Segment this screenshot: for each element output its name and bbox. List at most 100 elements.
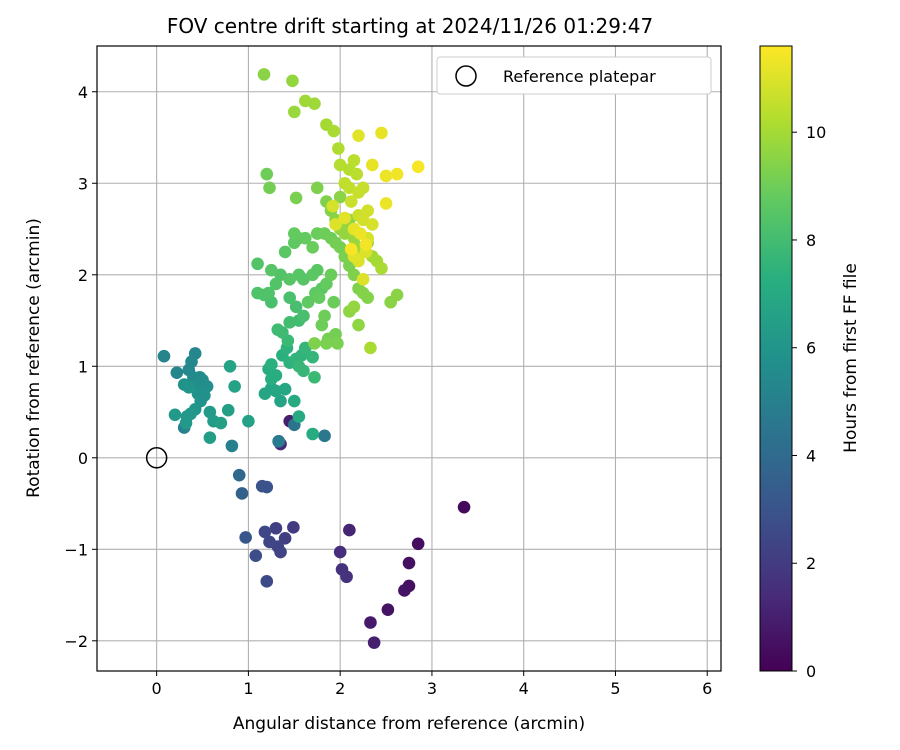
y-tick-label: 3 bbox=[78, 174, 88, 193]
data-point bbox=[347, 154, 361, 167]
colorbar-ticks: 0 2 4 6 8 10 bbox=[792, 123, 826, 681]
data-point bbox=[306, 350, 319, 364]
data-point bbox=[333, 545, 347, 559]
data-point bbox=[292, 410, 306, 423]
data-point bbox=[310, 181, 324, 195]
data-point bbox=[411, 160, 425, 174]
data-point bbox=[287, 521, 300, 534]
colorbar-tick-label: 4 bbox=[806, 446, 816, 465]
data-point bbox=[365, 158, 379, 172]
x-tick-label: 5 bbox=[610, 679, 620, 698]
data-point bbox=[228, 380, 241, 393]
data-point bbox=[381, 603, 395, 616]
data-point bbox=[272, 435, 285, 448]
data-point bbox=[318, 429, 331, 443]
data-point bbox=[297, 309, 310, 323]
data-point bbox=[269, 521, 283, 535]
data-point bbox=[327, 295, 341, 309]
legend-entry-reference: Reference platepar bbox=[503, 67, 656, 86]
data-point bbox=[320, 337, 333, 350]
y-tick-label: 2 bbox=[78, 266, 88, 285]
x-tick-label: 6 bbox=[702, 679, 712, 698]
data-point bbox=[324, 268, 338, 282]
y-axis-label: Rotation from reference (arcmin) bbox=[24, 218, 44, 498]
data-point bbox=[333, 190, 347, 204]
data-point bbox=[170, 366, 184, 379]
data-point bbox=[361, 204, 375, 218]
data-point bbox=[315, 318, 329, 332]
y-tick-label: 0 bbox=[78, 449, 88, 468]
data-point bbox=[310, 263, 324, 277]
data-point bbox=[306, 241, 319, 254]
y-tick-label: 1 bbox=[78, 357, 88, 376]
data-point bbox=[312, 291, 326, 304]
data-point bbox=[364, 341, 377, 355]
y-tick-label: 4 bbox=[78, 83, 88, 102]
colorbar-tick-label: 10 bbox=[806, 123, 826, 142]
data-point bbox=[235, 487, 249, 500]
reference-marker bbox=[145, 447, 168, 469]
x-tick-label: 3 bbox=[427, 679, 437, 698]
data-point bbox=[287, 105, 301, 119]
data-point bbox=[287, 394, 301, 408]
plot-frame bbox=[96, 45, 722, 672]
data-point bbox=[457, 500, 471, 514]
data-point bbox=[263, 535, 276, 549]
colorbar-tick-label: 6 bbox=[806, 339, 816, 358]
colorbar-tick-label: 8 bbox=[806, 231, 816, 250]
data-point bbox=[331, 337, 344, 350]
y-axis-ticks: −2 −1 0 1 2 3 4 bbox=[64, 83, 97, 651]
data-point bbox=[301, 295, 315, 309]
data-point bbox=[262, 286, 275, 300]
data-point bbox=[367, 636, 381, 649]
data-point bbox=[338, 211, 352, 225]
legend: Reference platepar bbox=[436, 56, 712, 95]
data-point bbox=[283, 291, 297, 304]
data-point bbox=[365, 218, 379, 231]
data-point bbox=[182, 381, 196, 394]
colorbar: 0 2 4 6 8 10 Hours from first FF file bbox=[759, 45, 861, 681]
data-point bbox=[375, 126, 388, 140]
data-point bbox=[332, 142, 345, 155]
data-point bbox=[347, 300, 361, 314]
data-point bbox=[214, 416, 228, 430]
colorbar-label: Hours from first FF file bbox=[841, 263, 861, 453]
data-point bbox=[379, 197, 393, 210]
data-point bbox=[344, 242, 358, 256]
data-point bbox=[289, 300, 303, 314]
legend-box bbox=[436, 56, 712, 95]
x-axis-ticks: 0 1 2 3 4 5 6 bbox=[152, 671, 712, 698]
data-point bbox=[327, 124, 341, 138]
data-point bbox=[364, 616, 377, 629]
data-point bbox=[260, 167, 274, 181]
data-point bbox=[260, 575, 274, 588]
data-point bbox=[249, 549, 263, 562]
data-point bbox=[225, 439, 239, 453]
data-point bbox=[251, 286, 264, 300]
data-point bbox=[278, 382, 292, 396]
data-points bbox=[157, 68, 471, 649]
data-point bbox=[276, 326, 289, 339]
data-point bbox=[274, 394, 287, 408]
data-point bbox=[356, 181, 370, 195]
data-point bbox=[306, 427, 319, 441]
data-point bbox=[350, 167, 363, 181]
data-point bbox=[265, 358, 278, 371]
data-point bbox=[354, 227, 367, 240]
data-point bbox=[269, 369, 283, 382]
x-tick-label: 1 bbox=[243, 679, 253, 698]
data-point bbox=[260, 480, 274, 494]
data-point bbox=[232, 468, 246, 482]
data-point bbox=[326, 199, 340, 213]
y-tick-label: −1 bbox=[64, 540, 88, 559]
data-point bbox=[278, 532, 292, 545]
colorbar-tick-label: 0 bbox=[806, 662, 816, 681]
data-point bbox=[308, 337, 321, 350]
data-point bbox=[286, 74, 299, 88]
data-point bbox=[203, 431, 217, 444]
data-point bbox=[239, 531, 252, 544]
data-point bbox=[308, 97, 321, 110]
data-point bbox=[352, 318, 365, 332]
data-point bbox=[361, 291, 375, 304]
